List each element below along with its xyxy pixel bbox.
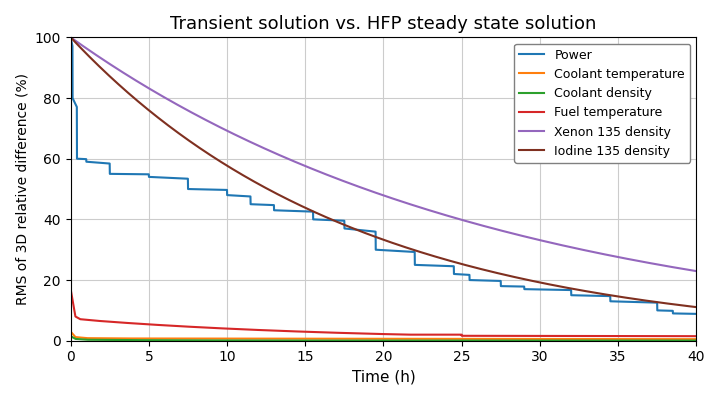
Power [692,312,701,316]
Iodine 135 density [436,256,445,260]
Iodine 135 density [530,279,539,284]
Title: Transient solution vs. HFP steady state solution: Transient solution vs. HFP steady state … [170,15,597,33]
X-axis label: Time (h): Time (h) [351,370,415,385]
Power [564,288,572,292]
Y-axis label: RMS of 3D relative difference (%): RMS of 3D relative difference (%) [15,73,29,305]
Power [66,35,75,40]
Xenon 135 density [692,269,701,274]
Xenon 135 density [564,244,572,249]
Power [530,287,539,292]
Coolant density [564,338,572,343]
Fuel temperature [66,287,75,292]
Line: Fuel temperature: Fuel temperature [71,289,696,336]
Fuel temperature [651,334,660,338]
Iodine 135 density [293,202,302,206]
Coolant density [692,338,701,343]
Line: Iodine 135 density: Iodine 135 density [71,37,696,307]
Coolant density [530,338,539,343]
Coolant density [98,338,107,342]
Power [436,263,445,268]
Coolant density [276,338,284,343]
Coolant density [66,334,75,338]
Coolant density [293,338,302,343]
Fuel temperature [436,332,445,337]
Coolant temperature [98,336,107,341]
Fuel temperature [564,334,572,338]
Coolant temperature [464,336,472,341]
Power [464,272,472,277]
Iodine 135 density [464,263,472,268]
Iodine 135 density [692,305,701,310]
Coolant temperature [293,336,302,341]
Coolant density [464,338,472,343]
Iodine 135 density [66,35,75,40]
Power [293,209,302,214]
Xenon 135 density [530,236,539,241]
Fuel temperature [98,319,107,324]
Coolant density [436,338,445,343]
Fuel temperature [293,329,302,334]
Fuel temperature [530,334,539,338]
Fuel temperature [464,334,472,338]
Xenon 135 density [464,219,472,224]
Line: Coolant density: Coolant density [71,336,696,340]
Legend: Power, Coolant temperature, Coolant density, Fuel temperature, Xenon 135 density: Power, Coolant temperature, Coolant dens… [514,44,690,163]
Iodine 135 density [98,67,107,72]
Coolant temperature [436,336,445,341]
Power [98,160,107,165]
Xenon 135 density [98,56,107,61]
Xenon 135 density [66,35,75,40]
Coolant temperature [530,336,539,341]
Iodine 135 density [564,286,572,290]
Xenon 135 density [293,160,302,165]
Coolant temperature [66,329,75,334]
Coolant temperature [564,337,572,342]
Xenon 135 density [436,211,445,216]
Fuel temperature [692,334,701,338]
Line: Xenon 135 density: Xenon 135 density [71,37,696,271]
Coolant temperature [692,337,701,342]
Line: Power: Power [71,37,696,314]
Line: Coolant temperature: Coolant temperature [71,332,696,339]
